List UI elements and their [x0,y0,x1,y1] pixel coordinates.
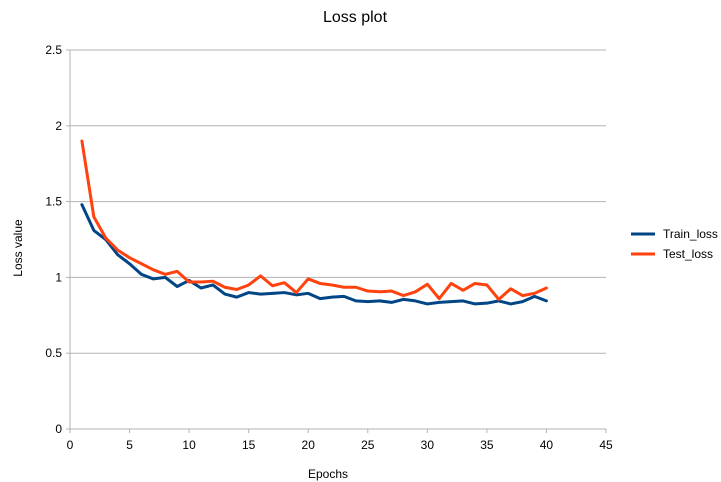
y-axis-label: Loss value [11,219,25,277]
legend: Train_loss Test_loss [631,227,718,261]
x-tick-label: 20 [302,438,316,452]
y-tick-label: 0.5 [45,346,62,360]
y-axis-ticks: 0 0.5 1 1.5 2 2.5 [45,43,70,436]
x-tick-label: 25 [361,438,375,452]
y-tick-label: 0 [55,422,62,436]
chart-title: Loss plot [323,9,388,26]
y-tick-label: 2.5 [45,43,62,57]
series-line-train-loss [80,203,548,306]
x-tick-label: 5 [126,438,133,452]
series-line-test-loss [80,139,548,301]
grid-lines [70,49,606,354]
y-tick-label: 2 [55,119,62,133]
x-tick-label: 0 [67,438,74,452]
legend-label-train-loss: Train_loss [663,227,718,241]
x-tick-label: 35 [480,438,494,452]
y-tick-label: 1 [55,270,62,284]
series-lines [80,139,548,306]
x-axis-ticks: 0 5 10 15 20 25 30 35 40 45 [67,429,613,452]
x-tick-label: 10 [182,438,196,452]
x-tick-label: 45 [599,438,613,452]
x-tick-label: 15 [242,438,256,452]
x-tick-label: 40 [540,438,554,452]
x-axis-label: Epochs [308,467,348,481]
x-tick-label: 30 [421,438,435,452]
y-tick-label: 1.5 [45,195,62,209]
legend-label-test-loss: Test_loss [663,247,713,261]
axes [69,50,606,430]
